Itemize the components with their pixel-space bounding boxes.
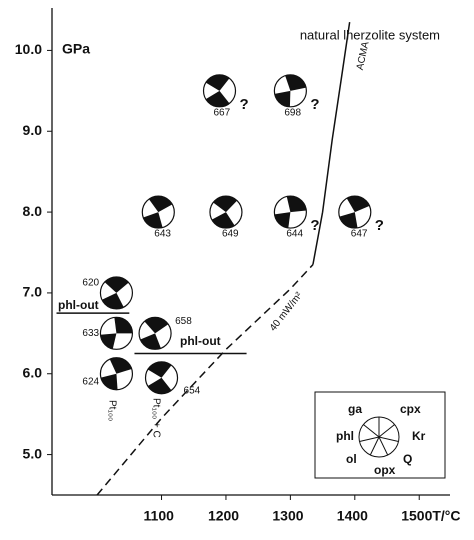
point-label: 643	[154, 229, 171, 240]
pie-wedge	[213, 196, 238, 213]
pie-wedge	[346, 196, 370, 213]
pie-wedge	[143, 212, 163, 229]
pie-wedge	[101, 292, 124, 309]
pie-symbol	[273, 74, 307, 108]
legend-spoke	[369, 436, 380, 456]
y-axis-label: GPa	[62, 41, 90, 57]
legend-spoke	[359, 436, 380, 442]
pie-wedge	[104, 276, 129, 293]
line-label: phl-out	[58, 298, 99, 312]
pie-symbol	[99, 316, 134, 350]
pie-wedge	[205, 90, 230, 107]
x-tick-label: 1400	[337, 508, 368, 524]
legend-label: ol	[346, 452, 357, 466]
legend-label: Q	[403, 452, 412, 466]
line	[312, 22, 351, 265]
point-note: ?	[240, 96, 249, 113]
point-note: ?	[310, 217, 319, 234]
legend-spoke	[378, 436, 399, 442]
pie-wedge	[285, 74, 307, 91]
y-tick-label: 5.0	[23, 445, 43, 461]
pie-wedge	[140, 333, 161, 350]
legend-box	[314, 391, 446, 479]
legend-spoke	[378, 424, 395, 438]
pie-wedge	[100, 333, 117, 349]
pie-wedge	[205, 74, 230, 91]
y-tick-label: 9.0	[23, 122, 43, 138]
x-tick-label: 1100	[144, 508, 175, 524]
legend-spoke	[378, 436, 389, 456]
y-tick-label: 7.0	[23, 284, 43, 300]
legend-label: opx	[374, 463, 396, 477]
pie-wedge	[274, 212, 291, 228]
point-label: 698	[284, 107, 301, 118]
pie-wedge	[339, 212, 358, 229]
line	[96, 264, 314, 496]
x-tick-label: 1200	[208, 508, 239, 524]
pie-symbol	[138, 316, 172, 350]
point-label: 649	[222, 229, 239, 240]
pie-symbol	[141, 195, 175, 229]
pie-wedge	[100, 373, 118, 390]
pie-wedge	[147, 361, 172, 378]
pie-symbol	[209, 195, 243, 229]
system-label: natural lherzolite system	[300, 27, 440, 42]
point-label: 644	[286, 229, 303, 240]
pie-symbol	[99, 276, 134, 310]
pie-symbol	[99, 357, 134, 391]
pie-wedge	[274, 90, 291, 107]
legend-label: cpx	[400, 402, 421, 416]
y-tick-label: 8.0	[23, 203, 43, 219]
pie-symbol	[338, 195, 372, 229]
annotation: Pt₁₀₀	[106, 400, 117, 421]
point-label: 658	[175, 316, 192, 327]
pie-symbol	[144, 361, 179, 395]
point-label: 633	[82, 328, 99, 339]
pie-symbol	[202, 74, 237, 108]
point-label: 620	[82, 278, 99, 289]
point-label: 654	[184, 385, 201, 396]
x-tick-label: 1300	[272, 508, 303, 524]
pie-wedge	[109, 357, 132, 374]
line-label: ACMA	[355, 40, 372, 71]
pie-wedge	[144, 317, 169, 334]
line-label: 40 mW/m²	[268, 290, 305, 334]
legend-label: ga	[348, 402, 362, 416]
legend-label: Kr	[412, 429, 426, 443]
pie-wedge	[211, 212, 235, 229]
pie-wedge	[148, 196, 173, 213]
point-note: ?	[310, 96, 319, 113]
pie-wedge	[286, 196, 307, 213]
y-tick-label: 10.0	[15, 41, 42, 57]
x-tick-label: 1500T/°C	[401, 508, 460, 524]
point-note: ?	[375, 217, 384, 234]
pie-wedge	[114, 317, 133, 334]
point-label: 647	[351, 229, 368, 240]
pie-symbol	[273, 195, 307, 229]
annotation: Pt₁₀₀ + C	[150, 398, 161, 438]
legend-label: phl	[336, 429, 354, 443]
y-tick-label: 6.0	[23, 364, 43, 380]
point-label: 667	[214, 107, 231, 118]
legend-spoke	[363, 424, 380, 438]
pie-wedge	[147, 377, 172, 394]
point-label: 624	[82, 376, 99, 387]
line-label: phl-out	[180, 334, 221, 348]
